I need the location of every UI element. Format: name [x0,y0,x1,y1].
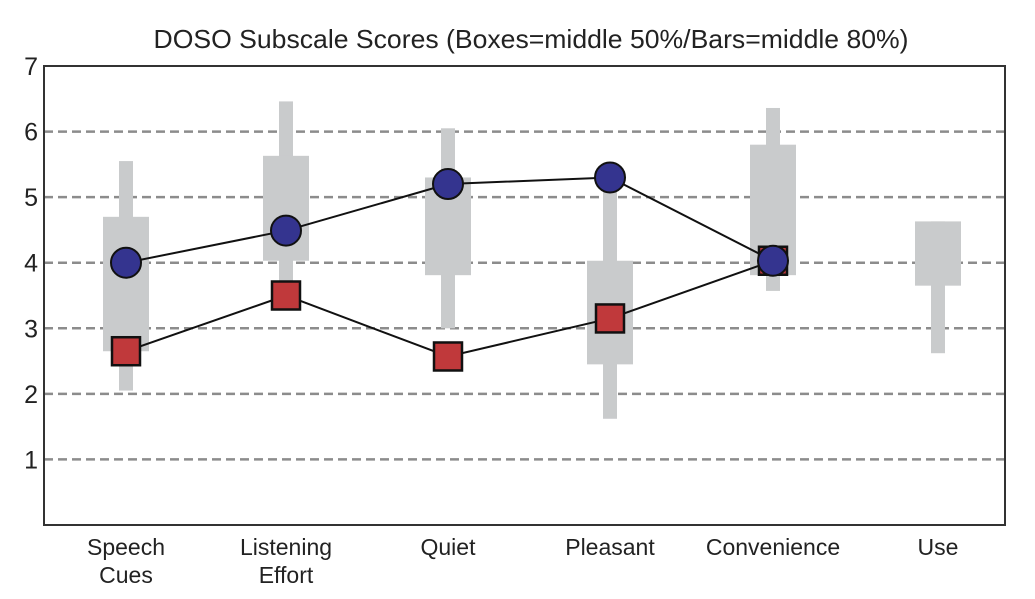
circle-marker [432,168,464,201]
x-tick-label: Use [918,534,959,560]
y-tick-label: 6 [24,119,38,147]
y-tick-label: 3 [24,315,38,343]
x-tick-label: Effort [259,562,314,588]
square-marker [110,335,142,367]
circle-marker [270,214,302,247]
y-tick-label: 1 [24,446,38,474]
iqr-box [103,216,149,352]
x-tick-label: Pleasant [565,534,655,560]
y-tick-label: 7 [24,53,38,81]
iqr-box [915,221,961,286]
square-marker [432,341,464,372]
square-marker [594,303,626,334]
square-marker [270,280,302,311]
y-tick-label: 5 [24,184,38,212]
y-tick-label: 4 [24,250,38,278]
x-tick-label: Convenience [706,534,840,560]
plot-frame [43,65,1006,526]
circle-marker [110,246,142,279]
x-tick-label: Speech [87,534,165,560]
x-tick-label: Quiet [421,534,477,560]
x-tick-label: Listening [240,534,332,560]
chart-title: DOSO Subscale Scores (Boxes=middle 50%/B… [154,24,909,54]
x-tick-label: Cues [99,562,153,588]
circle-marker [757,244,789,277]
y-tick-label: 2 [24,381,38,409]
circle-marker [594,161,626,194]
